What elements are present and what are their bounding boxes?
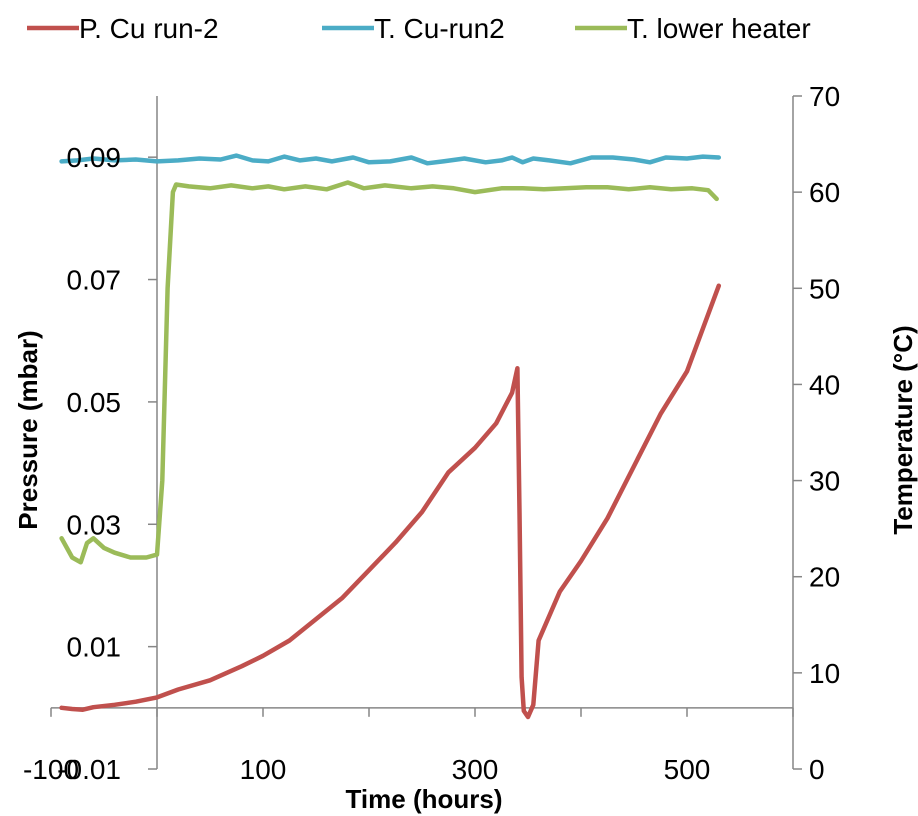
legend-label: T. Cu-run2 [374, 13, 505, 44]
y-right-tick-label: 40 [809, 369, 840, 400]
y-right-tick-label: 0 [809, 754, 825, 785]
y-right-tick-label: 10 [809, 658, 840, 689]
y-left-tick-label: 0.01 [67, 632, 122, 663]
legend-label: P. Cu run-2 [79, 13, 219, 44]
y-left-tick-label: 0.03 [67, 509, 122, 540]
legend: P. Cu run-2 T. Cu-run2 T. lower heater [27, 13, 811, 44]
y-left-tick-label: -0.01 [57, 754, 121, 785]
x-tick-label: 500 [664, 754, 711, 785]
x-tick-label: -100 [23, 754, 79, 785]
y-right-tick-label: 30 [809, 466, 840, 497]
series-line-3 [59, 180, 719, 565]
axes [50, 95, 802, 770]
tick-labels: -100 100 300 500 -0.01 0.01 0.03 0.05 0.07 0.09 0 1… [23, 81, 840, 785]
legend-label: T. lower heater [627, 13, 811, 44]
x-axis-title: Time (hours) [346, 784, 503, 814]
series-line-2 [59, 153, 722, 166]
series-layer [59, 153, 722, 720]
x-tick-label: 300 [452, 754, 499, 785]
y-right-tick-label: 70 [809, 81, 840, 112]
y-left-tick-label: 0.07 [67, 265, 122, 296]
series-line-1 [59, 283, 722, 720]
y-left-tick-label: 0.05 [67, 387, 122, 418]
y-right-tick-label: 50 [809, 273, 840, 304]
y-left-axis-title: Pressure (mbar) [13, 330, 43, 529]
x-tick-label: 100 [240, 754, 287, 785]
y-right-tick-label: 20 [809, 562, 840, 593]
y-left-tick-label: 0.09 [67, 142, 122, 173]
y-right-axis-title: Temperature (°C) [888, 325, 918, 534]
y-right-tick-label: 60 [809, 177, 840, 208]
